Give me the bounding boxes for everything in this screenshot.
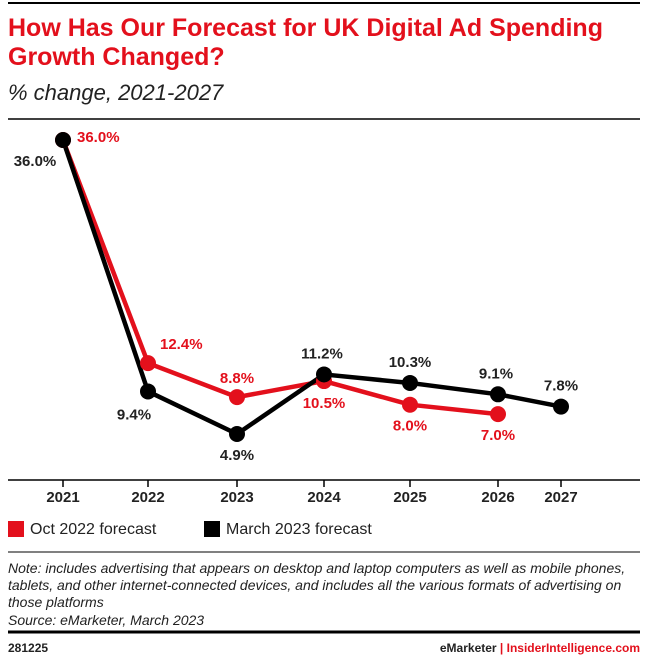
data-point (553, 398, 569, 415)
data-label: 12.4% (160, 336, 203, 353)
data-point (316, 366, 332, 383)
x-tick-label: 2027 (544, 489, 577, 506)
data-point (55, 132, 71, 148)
data-label: 8.0% (393, 418, 427, 435)
data-label: 9.1% (479, 365, 513, 382)
legend-swatch (204, 521, 220, 537)
note: Note: includes advertising that appears … (8, 560, 626, 610)
data-label: 7.8% (544, 378, 578, 395)
x-tick-label: 2022 (131, 489, 164, 506)
x-tick-label: 2026 (481, 489, 514, 506)
brand: eMarketer | InsiderIntelligence.com (440, 641, 640, 655)
data-point (140, 383, 156, 400)
legend-label: Oct 2022 forecast (30, 521, 157, 538)
data-label: 36.0% (77, 129, 120, 146)
data-point (140, 355, 156, 372)
x-tick-label: 2023 (220, 489, 253, 506)
data-label: 10.5% (303, 395, 346, 412)
data-point (229, 426, 245, 442)
data-label: 7.0% (481, 427, 515, 444)
subtitle: % change, 2021-2027 (8, 80, 224, 105)
data-label: 4.9% (220, 447, 254, 464)
data-point (402, 396, 418, 413)
data-point (402, 374, 418, 391)
separator: | (499, 641, 504, 655)
site: InsiderIntelligence.com (506, 641, 640, 655)
x-tick-label: 2024 (307, 489, 341, 506)
data-label: 36.0% (14, 153, 57, 170)
series-line (60, 139, 562, 437)
data-label: 9.4% (117, 406, 151, 423)
legend-label: March 2023 forecast (226, 521, 372, 538)
source: Source: eMarketer, March 2023 (8, 612, 205, 628)
legend-swatch (8, 521, 24, 537)
data-label: 11.2% (301, 345, 343, 362)
chart-id: 281225 (8, 641, 49, 655)
data-point (490, 406, 506, 423)
brand-name: eMarketer (439, 641, 497, 655)
data-point (229, 389, 245, 406)
title: How Has Our Forecast for UK Digital Ad S… (8, 14, 603, 71)
data-point (490, 386, 506, 403)
data-label: 10.3% (389, 354, 432, 371)
x-tick-label: 2025 (393, 489, 426, 506)
x-tick-label: 2021 (46, 489, 79, 506)
data-label: 8.8% (220, 370, 254, 387)
series-line (60, 139, 499, 417)
